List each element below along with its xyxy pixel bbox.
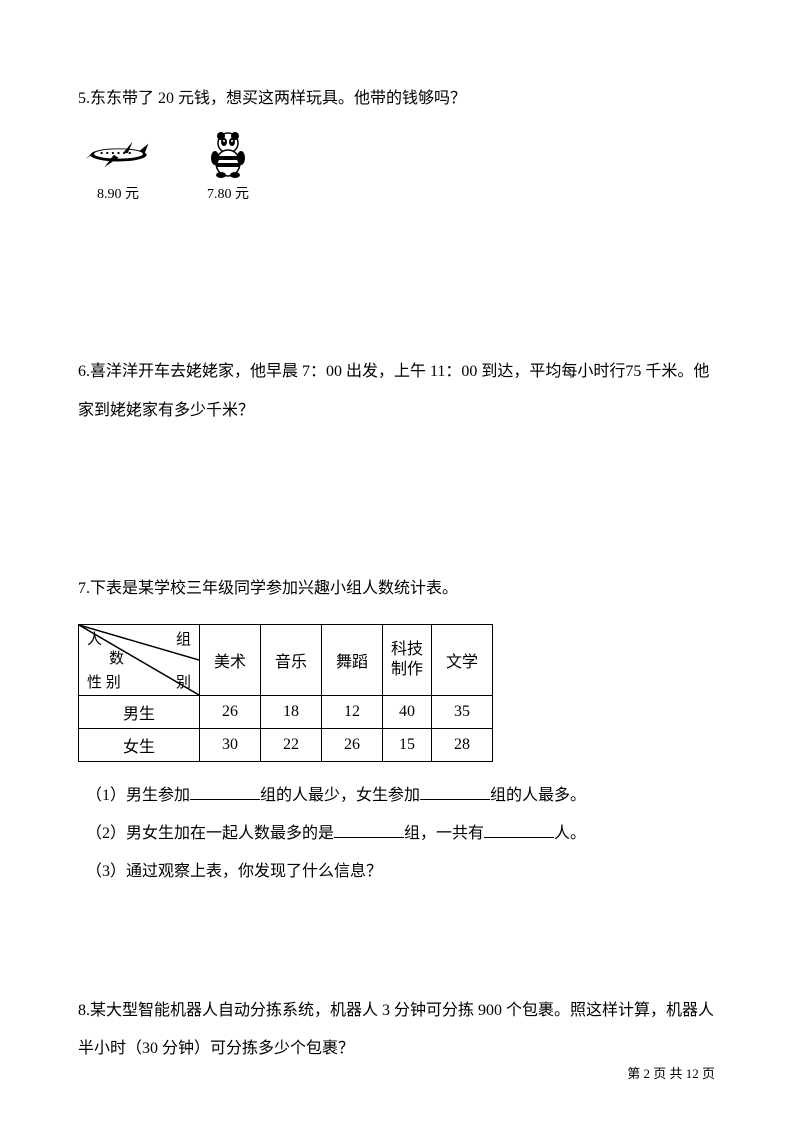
toy-1: 8.90 元 bbox=[78, 128, 158, 203]
stats-table: 人 组 数 性 别 别 美术 音乐 舞蹈 科技制作 文学 男生 26 18 12… bbox=[78, 624, 493, 762]
page-total: 12 bbox=[686, 1066, 699, 1081]
boys-dance: 12 bbox=[322, 695, 383, 728]
toy-2: 7.80 元 bbox=[188, 128, 268, 203]
col-music: 音乐 bbox=[261, 624, 322, 695]
q7-sub1: （1）男生参加组的人最少，女生参加组的人最多。 bbox=[86, 777, 715, 815]
blank-1 bbox=[190, 784, 260, 800]
question-6: 6.喜洋洋开车去姥姥家，他早晨 7：00 出发，上午 11：00 到达，平均每小… bbox=[78, 353, 715, 430]
page-footer: 第 2 页 共 12 页 bbox=[627, 1063, 715, 1082]
question-8: 8.某大型智能机器人自动分拣系统，机器人 3 分钟可分拣 900 个包裹。照这样… bbox=[78, 992, 715, 1069]
row-label-girls: 女生 bbox=[79, 728, 200, 761]
boys-tech: 40 bbox=[383, 695, 432, 728]
blank-4 bbox=[484, 822, 554, 838]
diag-type: 别 bbox=[176, 671, 191, 692]
diag-count: 数 bbox=[109, 647, 124, 668]
toy-2-price: 7.80 元 bbox=[207, 183, 249, 203]
girls-tech: 15 bbox=[383, 728, 432, 761]
girls-dance: 26 bbox=[322, 728, 383, 761]
q6-text: 6.喜洋洋开车去姥姥家，他早晨 7：00 出发，上午 11：00 到达，平均每小… bbox=[78, 353, 715, 430]
blank-2 bbox=[420, 784, 490, 800]
row-label-boys: 男生 bbox=[79, 695, 200, 728]
table-row-girls: 女生 30 22 26 15 28 bbox=[79, 728, 493, 761]
question-7: 7.下表是某学校三年级同学参加兴趣小组人数统计表。 人 组 数 性 别 别 美术… bbox=[78, 570, 715, 892]
col-tech: 科技制作 bbox=[383, 624, 432, 695]
toys-row: 8.90 元 bbox=[78, 128, 715, 203]
table-row-boys: 男生 26 18 12 40 35 bbox=[79, 695, 493, 728]
q5-text: 5.东东带了 20 元钱，想买这两样玩具。他带的钱够吗？ bbox=[78, 80, 715, 118]
q7-sub2: （2）男女生加在一起人数最多的是组，一共有人。 bbox=[86, 815, 715, 853]
q7-text: 7.下表是某学校三年级同学参加兴趣小组人数统计表。 bbox=[78, 570, 715, 608]
toy-1-price: 8.90 元 bbox=[97, 183, 139, 203]
blank-3 bbox=[334, 822, 404, 838]
diag-person: 人 bbox=[87, 628, 102, 649]
panda-icon bbox=[188, 128, 268, 178]
diagonal-header-cell: 人 组 数 性 别 别 bbox=[79, 624, 200, 695]
col-dance: 舞蹈 bbox=[322, 624, 383, 695]
airplane-icon bbox=[78, 128, 158, 178]
boys-music: 18 bbox=[261, 695, 322, 728]
girls-music: 22 bbox=[261, 728, 322, 761]
table-header-row: 人 组 数 性 别 别 美术 音乐 舞蹈 科技制作 文学 bbox=[79, 624, 493, 695]
girls-art: 30 bbox=[200, 728, 261, 761]
col-art: 美术 bbox=[200, 624, 261, 695]
question-5: 5.东东带了 20 元钱，想买这两样玩具。他带的钱够吗？ bbox=[78, 80, 715, 203]
boys-art: 26 bbox=[200, 695, 261, 728]
q8-text: 8.某大型智能机器人自动分拣系统，机器人 3 分钟可分拣 900 个包裹。照这样… bbox=[78, 992, 715, 1069]
girls-lit: 28 bbox=[432, 728, 493, 761]
boys-lit: 35 bbox=[432, 695, 493, 728]
diag-gender: 性 别 bbox=[87, 671, 121, 692]
col-lit: 文学 bbox=[432, 624, 493, 695]
q7-sub3: （3）通过观察上表，你发现了什么信息？ bbox=[86, 853, 715, 891]
diag-group: 组 bbox=[176, 628, 191, 649]
